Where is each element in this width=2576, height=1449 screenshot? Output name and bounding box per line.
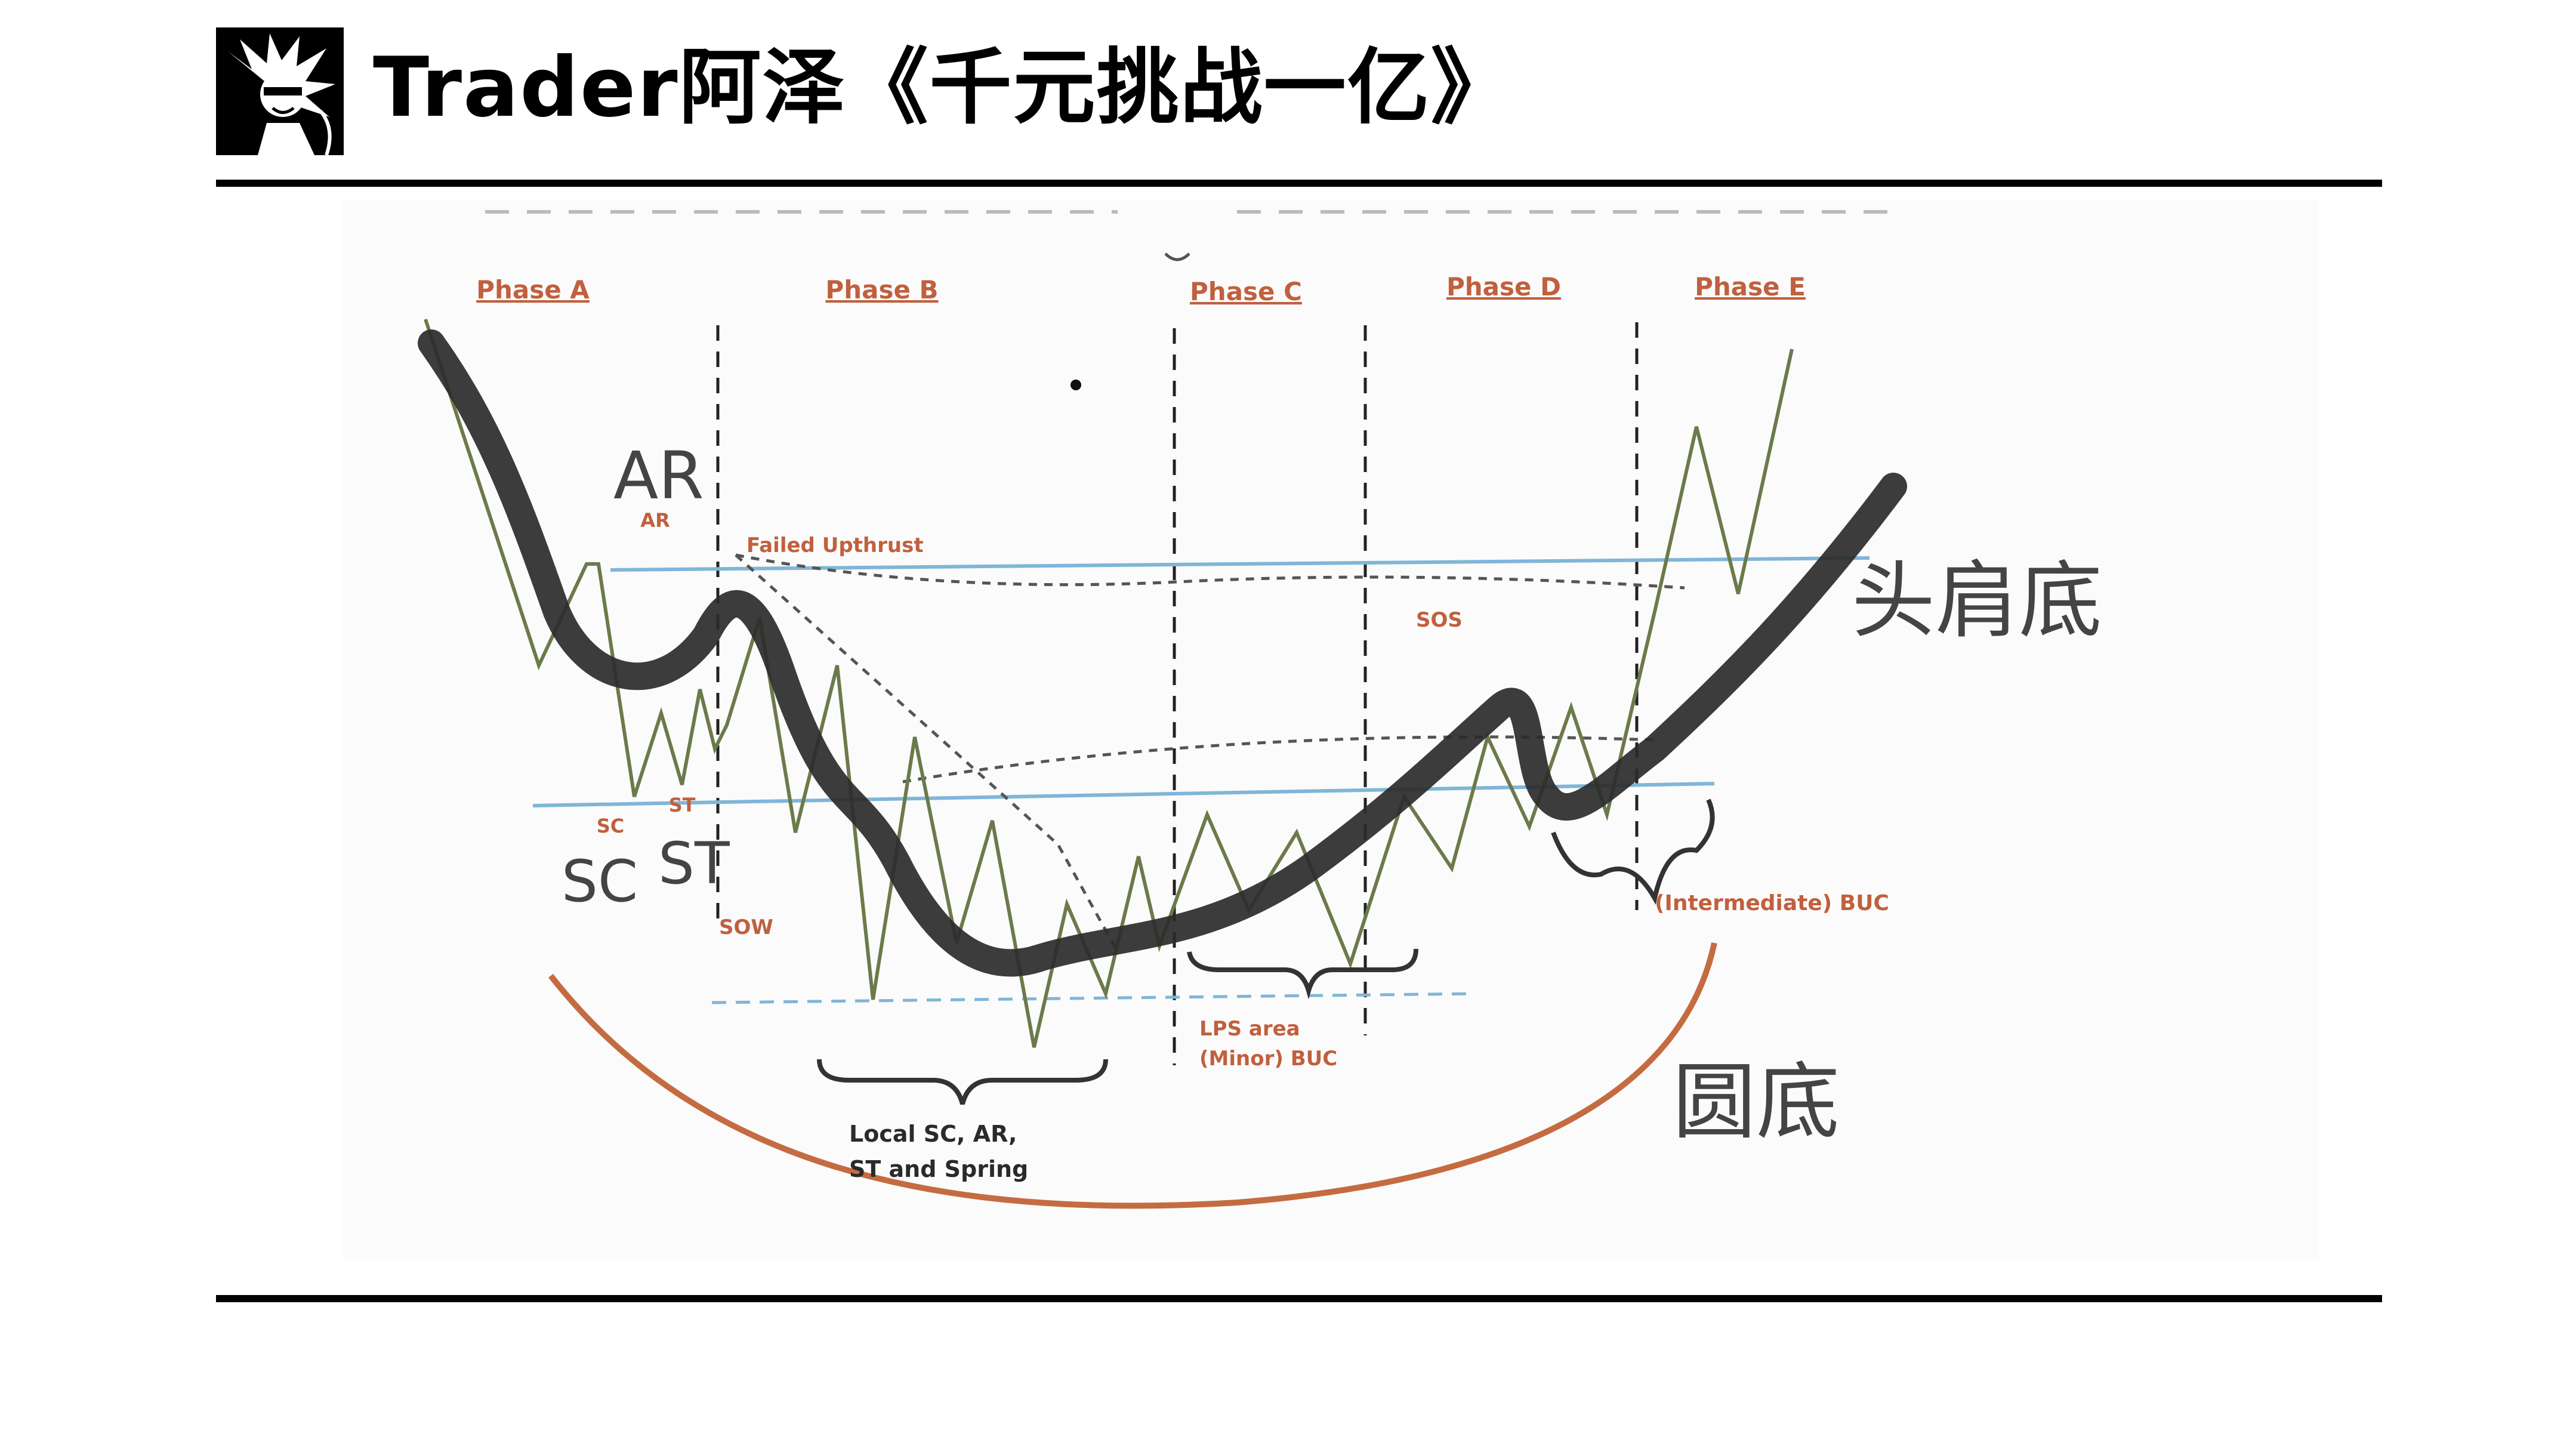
round-bottom-arc xyxy=(548,942,1717,1209)
thick-marker-trend xyxy=(418,329,1907,977)
sos-label: SOS xyxy=(1416,608,1463,632)
sow-label: SOW xyxy=(719,915,773,939)
braces xyxy=(817,799,1715,1105)
phase-label-a: Phase A xyxy=(476,275,590,304)
phase-label-d: Phase D xyxy=(1446,272,1561,301)
st-label: ST xyxy=(669,794,696,816)
ar-label: AR xyxy=(640,509,670,532)
price-path-line xyxy=(424,319,1794,1048)
phase-label-b: Phase B xyxy=(825,275,938,304)
page-title: Trader阿泽《千元挑战一亿》 xyxy=(373,39,1514,135)
local-sc-ar-label: Local SC, AR, xyxy=(849,1121,1017,1147)
header-divider xyxy=(216,180,2382,187)
lps-area-label: LPS area xyxy=(1199,1017,1300,1041)
handwritten-round-bottom: 圆底 xyxy=(1673,1054,1840,1151)
handwritten-sc: SC xyxy=(562,848,638,915)
handwritten-st: ST xyxy=(658,830,730,897)
sc-label: SC xyxy=(597,815,625,837)
minor-buc-label: (Minor) BUC xyxy=(1199,1047,1337,1071)
wyckoff-accumulation-diagram: Phase A Phase B Phase C Phase D Phase E xyxy=(342,200,2318,1259)
handwritten-head-shoulders-bottom: 头肩底 xyxy=(1852,553,2102,650)
phase-label-c: Phase C xyxy=(1190,277,1302,306)
handwritten-ar: AR xyxy=(613,437,704,514)
phase-label-e: Phase E xyxy=(1695,272,1806,301)
intermediate-buc-label: (Intermediate) BUC xyxy=(1655,891,1889,915)
footer-divider xyxy=(216,1295,2382,1302)
failed-upthrust-label: Failed Upthrust xyxy=(746,534,924,557)
cartoon-avatar-logo-icon xyxy=(216,27,344,156)
support-resistance-lines xyxy=(532,553,1870,1004)
st-spring-label: ST and Spring xyxy=(849,1156,1028,1182)
